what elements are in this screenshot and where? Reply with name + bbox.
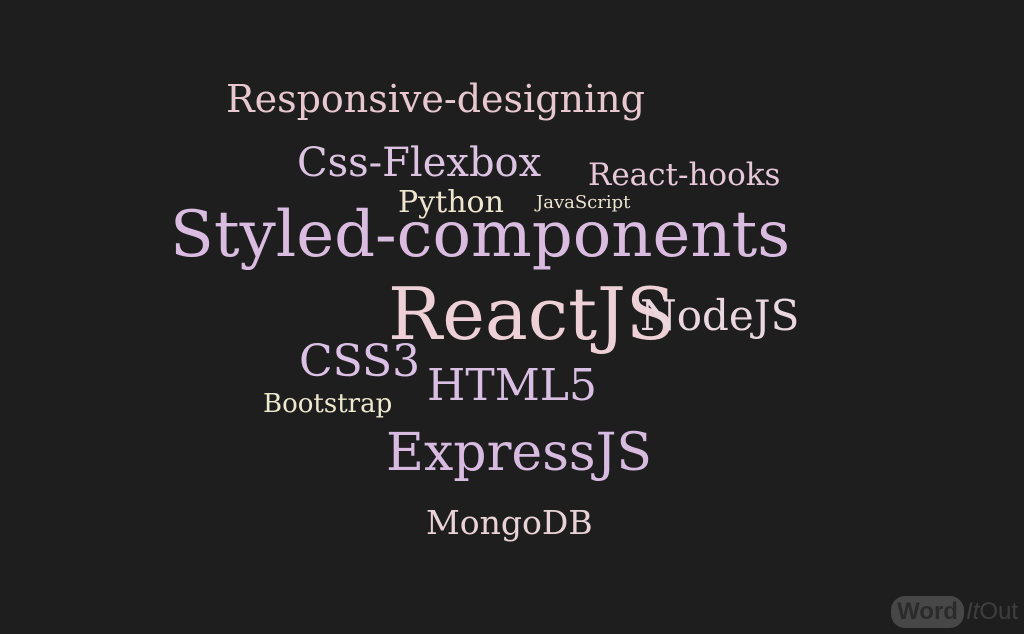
logo-out-text: Out — [979, 598, 1018, 625]
word-styled-components: Styled-components — [170, 198, 791, 272]
logo-it-text: It — [965, 598, 980, 625]
word-reactjs: ReactJS — [388, 272, 676, 356]
word-responsive-designing: Responsive-designing — [226, 77, 645, 121]
word-html5: HTML5 — [427, 360, 597, 411]
word-javascript: JavaScript — [536, 192, 631, 213]
word-react-hooks: React-hooks — [588, 157, 781, 193]
word-nodejs: NodeJS — [640, 291, 800, 340]
word-python: Python — [398, 185, 504, 220]
wordltout-logo[interactable]: Word ItOut — [891, 596, 1018, 628]
word-css3: CSS3 — [299, 336, 421, 387]
word-bootstrap: Bootstrap — [263, 389, 393, 419]
word-css-flexbox: Css-Flexbox — [297, 140, 542, 186]
word-expressjs: ExpressJS — [386, 423, 653, 483]
logo-itout-text: ItOut — [966, 598, 1018, 626]
word-mongodb: MongoDB — [426, 503, 593, 542]
logo-word-badge: Word — [891, 596, 964, 628]
